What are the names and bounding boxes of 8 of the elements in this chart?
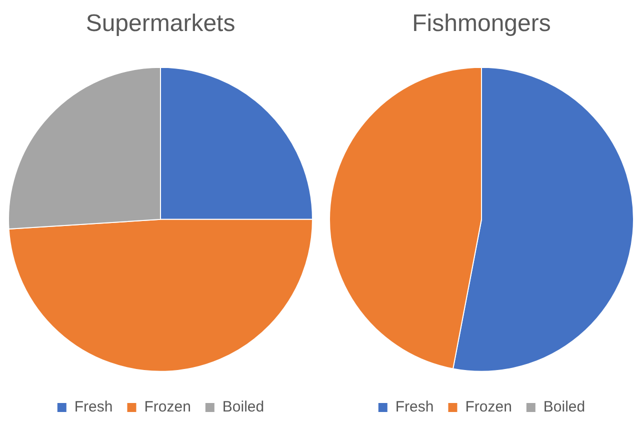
legend-label: Frozen [144,398,191,416]
legend-label: Fresh [74,398,113,416]
legend-label: Boiled [222,398,264,416]
legend-label: Frozen [465,398,512,416]
chart-title: Supermarkets [86,10,236,38]
legend-label: Boiled [543,398,586,416]
legend-label: Fresh [395,398,434,416]
chart-title: Fishmongers [412,10,551,38]
